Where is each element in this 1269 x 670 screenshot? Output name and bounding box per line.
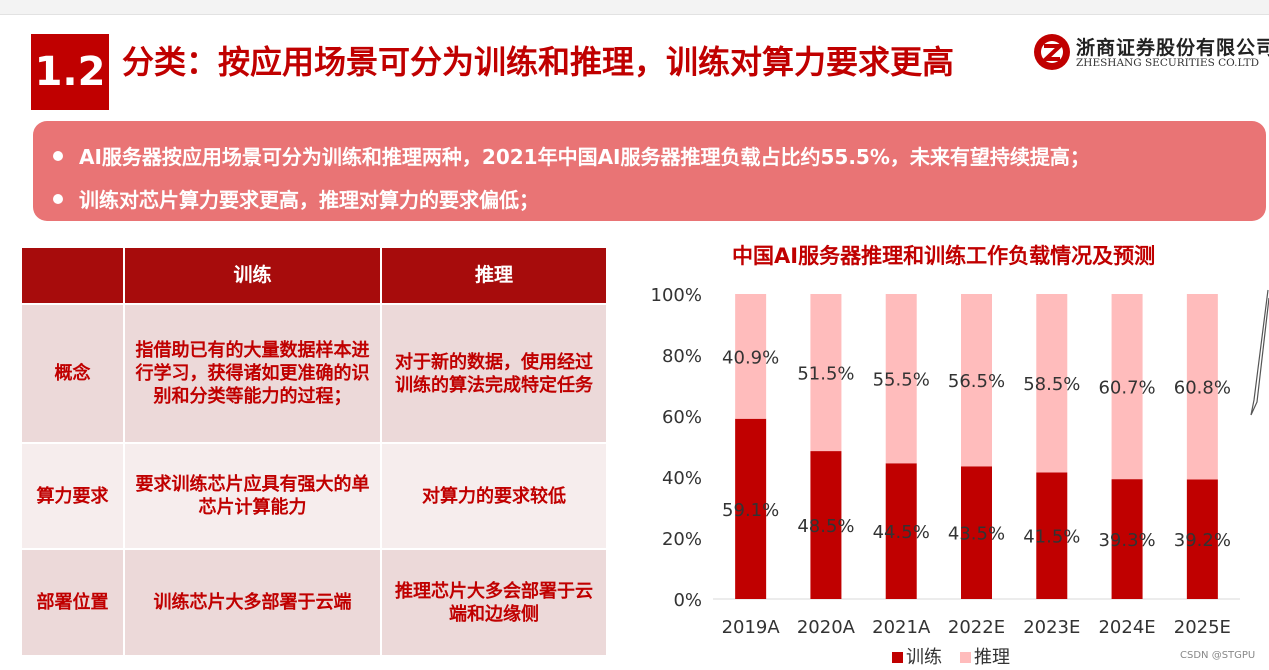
legend-swatch-infer [960,652,971,663]
x-tick-label: 2023E [1023,617,1080,638]
data-label-infer: 58.5% [1023,374,1080,395]
legend-swatch-train [892,652,903,663]
bar-segment-train [810,451,842,599]
bar-segment-train [1186,479,1218,599]
summary-banner: AI服务器按应用场景可分为训练和推理两种，2021年中国AI服务器推理负载占比约… [33,121,1266,221]
bar-segment-train [885,463,917,599]
x-tick-label: 2024E [1098,617,1155,638]
table-row: 算力要求 要求训练芯片应具有强大的单芯片计算能力 对算力的要求较低 [20,442,608,550]
row-label: 部署位置 [20,548,125,657]
row-label: 算力要求 [20,442,125,550]
bullet-item: AI服务器按应用场景可分为训练和推理两种，2021年中国AI服务器推理负载占比约… [53,141,1090,170]
table-cell: 要求训练芯片应具有强大的单芯片计算能力 [123,442,382,550]
table-row: 部署位置 训练芯片大多部署于云端 推理芯片大多会部署于云端和边缘侧 [20,548,608,657]
data-label-infer: 60.7% [1098,378,1155,399]
section-number-badge: 1.2 [31,34,109,110]
data-label-train: 41.5% [1023,527,1080,548]
top-strip [0,0,1269,15]
table-header-row: 训练 推理 [20,246,608,305]
table-header-cell [20,246,125,305]
comparison-table: 训练 推理 概念 指借助已有的大量数据样本进行学习，获得诸如更准确的识别和分类等… [20,246,608,657]
bar-segment-infer [1036,294,1068,473]
x-tick-label: 2021A [872,617,931,638]
bar-segment-train [735,418,767,599]
zheshang-logo-icon [1034,34,1070,70]
data-label-train: 43.5% [948,524,1005,545]
legend-label-infer: 推理 [974,647,1010,668]
logo-chinese-name: 浙商证券股份有限公司 [1076,37,1269,59]
bar-segment-infer [885,294,917,464]
x-tick-label: 2019A [722,617,781,638]
chart-title: 中国AI服务器推理和训练工作负载情况及预测 [732,244,1156,268]
bar-segment-infer [810,294,842,452]
y-tick-label: 60% [662,407,702,428]
company-logo: 浙商证券股份有限公司 ZHESHANG SECURITIES CO.LTD [1032,32,1269,74]
data-label-train: 59.1% [722,500,779,521]
bullet-text: 训练对芯片算力要求更高，推理对算力的要求偏低； [79,188,539,212]
bar-segment-infer [1111,294,1143,480]
bar-segment-infer [1186,294,1218,480]
legend-label-train: 训练 [906,647,942,668]
page-title: 分类：按应用场景可分为训练和推理，训练对算力要求更高 [122,43,955,81]
workload-stacked-bar-chart: 0% 20% 40% 60% 80% 100% 59.1% 40.9% 2019A 48.5% 51… [651,285,1240,668]
logo-english-name: ZHESHANG SECURITIES CO.LTD [1076,57,1260,69]
data-label-infer: 60.8% [1174,378,1231,399]
data-label-train: 39.2% [1174,530,1231,551]
table-row: 概念 指借助已有的大量数据样本进行学习，获得诸如更准确的识别和分类等能力的过程；… [20,303,608,444]
data-label-infer: 56.5% [948,371,1005,392]
bullet-dot-icon [53,150,63,161]
x-tick-label: 2020A [797,617,856,638]
table-header-cell: 训练 [123,246,382,305]
pen-icon [1250,289,1269,416]
watermark: CSDN @STGPU [1180,650,1256,661]
bar-segment-train [1036,472,1068,599]
bullet-item: 训练对芯片算力要求更高，推理对算力的要求偏低； [53,184,539,213]
x-tick-label: 2025E [1174,617,1231,638]
table-cell: 训练芯片大多部署于云端 [123,548,382,657]
table-cell: 指借助已有的大量数据样本进行学习，获得诸如更准确的识别和分类等能力的过程； [123,303,382,444]
table-cell: 对算力的要求较低 [380,442,608,550]
y-tick-label: 0% [673,590,702,611]
y-tick-label: 80% [662,346,702,367]
bar-segment-train [961,466,992,599]
data-label-infer: 55.5% [873,370,930,391]
data-label-train: 48.5% [797,516,854,537]
table-cell: 推理芯片大多会部署于云端和边缘侧 [380,548,608,657]
data-label-train: 44.5% [873,522,930,543]
bar-segment-infer [735,294,767,419]
y-tick-label: 40% [662,468,702,489]
data-label-train: 39.3% [1098,530,1155,551]
data-label-infer: 40.9% [722,347,779,368]
bullet-text: AI服务器按应用场景可分为训练和推理两种，2021年中国AI服务器推理负载占比约… [79,145,1090,169]
y-tick-label: 100% [651,285,702,306]
table-header-cell: 推理 [380,246,608,305]
table-cell: 对于新的数据，使用经过训练的算法完成特定任务 [380,303,608,444]
data-label-infer: 51.5% [797,364,854,385]
row-label: 概念 [20,303,125,444]
y-tick-label: 20% [662,529,702,550]
bullet-dot-icon [53,193,63,204]
x-tick-label: 2022E [948,617,1005,638]
bar-segment-train [1111,479,1143,599]
bar-segment-infer [961,294,992,467]
